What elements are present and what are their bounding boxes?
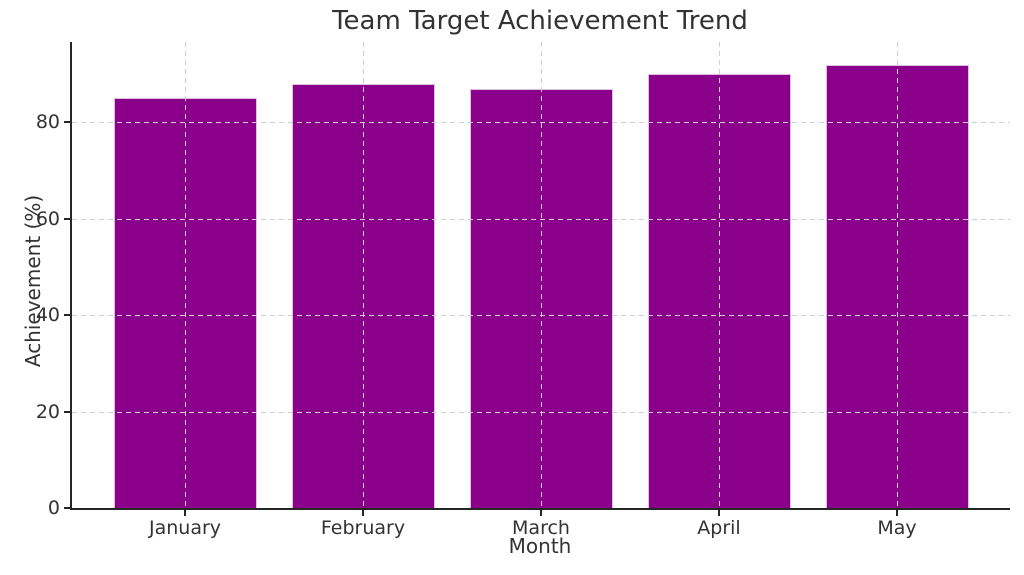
y-tick-label: 80 [35, 111, 60, 134]
x-gridline [897, 42, 898, 508]
y-tick-mark [64, 410, 70, 413]
x-tick-mark [362, 510, 364, 516]
x-gridline [719, 42, 720, 508]
y-tick-label: 60 [35, 207, 60, 230]
x-axis-label: Month [508, 534, 572, 558]
plot-area: 0 20 40 60 80 January February March April May [36, 42, 1010, 539]
x-gridline [541, 42, 542, 508]
chart-title: Team Target Achievement Trend [332, 6, 748, 36]
x-tick-label: January [148, 517, 222, 539]
y-tick-label: 40 [35, 304, 60, 327]
x-gridline [185, 42, 186, 508]
y-tick-label: 20 [35, 400, 60, 423]
y-tick-mark [64, 217, 70, 220]
y-tick-mark [64, 121, 70, 124]
x-tick-label: February [320, 517, 406, 539]
x-tick-mark [184, 510, 186, 516]
x-tick-mark [718, 510, 720, 516]
y-tick-mark [64, 507, 70, 509]
x-tick-label: March [512, 517, 570, 539]
y-tick-label: 0 [47, 497, 60, 519]
x-tick-mark [540, 510, 542, 516]
x-tick-label: April [697, 517, 741, 539]
x-gridline [363, 42, 364, 508]
y-tick-mark [64, 314, 70, 317]
x-tick-mark [896, 510, 898, 516]
x-tick-label: May [877, 517, 917, 539]
